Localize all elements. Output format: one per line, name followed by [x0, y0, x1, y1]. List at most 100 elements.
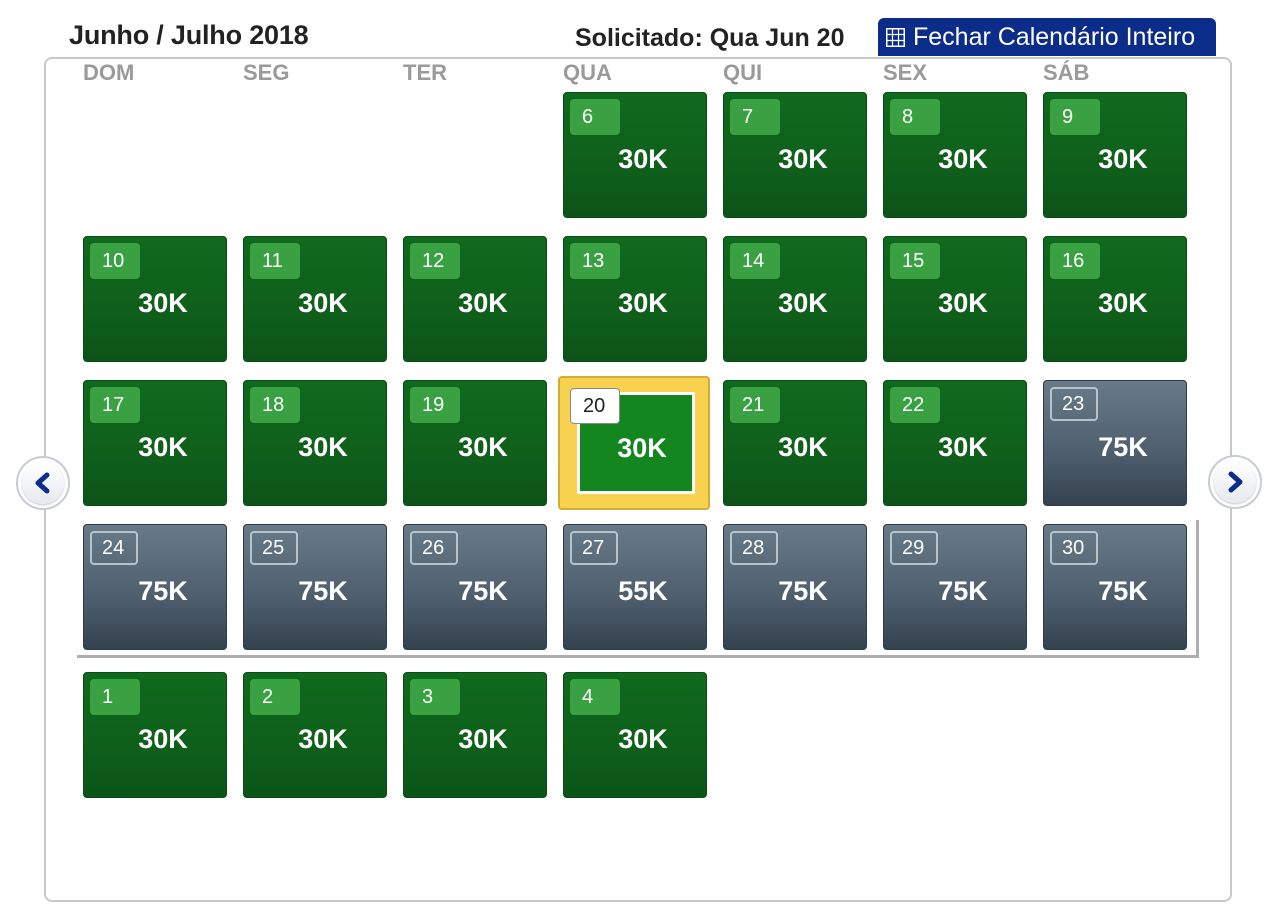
day-cell[interactable]: 25 75K: [243, 524, 387, 650]
day-number: 2: [250, 679, 300, 715]
day-cell[interactable]: 6 30K: [563, 92, 707, 218]
day-number: 6: [570, 99, 620, 135]
day-number: 12: [410, 243, 460, 279]
day-cell[interactable]: 11 30K: [243, 236, 387, 362]
day-cell[interactable]: 29 75K: [883, 524, 1027, 650]
day-price: 30K: [618, 288, 668, 318]
day-price: 30K: [618, 724, 668, 754]
day-price: 30K: [458, 432, 508, 462]
day-cell[interactable]: 18 30K: [243, 380, 387, 506]
day-price: 30K: [778, 432, 828, 462]
day-number: 13: [570, 243, 620, 279]
day-number: 30: [1050, 531, 1098, 565]
day-number: 3: [410, 679, 460, 715]
day-number: 25: [250, 531, 298, 565]
day-price: 30K: [298, 724, 348, 754]
weekday-3: TER: [403, 60, 447, 85]
day-cell[interactable]: 16 30K: [1043, 236, 1187, 362]
day-price: 30K: [778, 144, 828, 174]
day-price: 75K: [298, 576, 348, 606]
day-cell[interactable]: 27 55K: [563, 524, 707, 650]
day-number: 21: [730, 387, 780, 423]
day-number: 15: [890, 243, 940, 279]
day-cell[interactable]: 4 30K: [563, 672, 707, 798]
day-price: 75K: [1098, 576, 1148, 606]
day-cell[interactable]: 12 30K: [403, 236, 547, 362]
month-title: Junho / Julho 2018: [69, 20, 309, 50]
day-price: 55K: [618, 576, 668, 606]
day-number: 28: [730, 531, 778, 565]
next-button[interactable]: [1208, 455, 1262, 509]
day-cell[interactable]: 15 30K: [883, 236, 1027, 362]
day-cell[interactable]: 7 30K: [723, 92, 867, 218]
day-cell[interactable]: 30 75K: [1043, 524, 1187, 650]
day-price: 30K: [138, 432, 188, 462]
weekday-2: SEG: [243, 60, 290, 85]
day-price: 30K: [138, 288, 188, 318]
day-number: 27: [570, 531, 618, 565]
day-price: 75K: [138, 576, 188, 606]
day-cell[interactable]: 19 30K: [403, 380, 547, 506]
close-full-calendar-label: Fechar Calendário Inteiro: [913, 22, 1196, 51]
grid-icon: [886, 27, 905, 47]
day-number: 4: [570, 679, 620, 715]
day-cell[interactable]: 28 75K: [723, 524, 867, 650]
day-cell[interactable]: 20 30K: [558, 376, 710, 510]
day-price: 30K: [938, 288, 988, 318]
day-number: 9: [1050, 99, 1100, 135]
day-price: 30K: [1098, 288, 1148, 318]
day-cell[interactable]: 23 75K: [1043, 380, 1187, 506]
previous-button[interactable]: [16, 456, 70, 510]
weekday-6: SEX: [883, 60, 928, 85]
day-price: 75K: [1098, 432, 1148, 462]
day-price: 30K: [617, 433, 667, 463]
day-cell[interactable]: 22 30K: [883, 380, 1027, 506]
day-price: 75K: [938, 576, 988, 606]
day-cell[interactable]: 3 30K: [403, 672, 547, 798]
day-cell[interactable]: 26 75K: [403, 524, 547, 650]
month-boundary-bracket: [77, 520, 1199, 658]
day-number: 1: [90, 679, 140, 715]
day-cell[interactable]: 24 75K: [83, 524, 227, 650]
day-cell[interactable]: 13 30K: [563, 236, 707, 362]
day-number: 7: [730, 99, 780, 135]
day-price: 75K: [458, 576, 508, 606]
weekday-7: SÁB: [1043, 60, 1090, 85]
day-cell[interactable]: 1 30K: [83, 672, 227, 798]
day-number: 14: [730, 243, 780, 279]
weekday-1: DOM: [83, 60, 135, 85]
day-number: 20: [570, 388, 620, 424]
day-number: 19: [410, 387, 460, 423]
day-price: 30K: [458, 724, 508, 754]
day-price: 30K: [138, 724, 188, 754]
day-number: 24: [90, 531, 138, 565]
day-price: 30K: [618, 144, 668, 174]
day-cell[interactable]: 17 30K: [83, 380, 227, 506]
day-number: 26: [410, 531, 458, 565]
day-number: 17: [90, 387, 140, 423]
day-number: 29: [890, 531, 938, 565]
day-price: 30K: [938, 144, 988, 174]
day-number: 23: [1050, 387, 1098, 421]
day-cell[interactable]: 21 30K: [723, 380, 867, 506]
day-cell[interactable]: 10 30K: [83, 236, 227, 362]
day-cell[interactable]: 14 30K: [723, 236, 867, 362]
day-price: 30K: [938, 432, 988, 462]
day-number: 18: [250, 387, 300, 423]
day-price: 30K: [1098, 144, 1148, 174]
requested-date: Solicitado: Qua Jun 20: [575, 24, 845, 52]
day-cell[interactable]: 8 30K: [883, 92, 1027, 218]
day-number: 22: [890, 387, 940, 423]
chevron-left-icon: [35, 472, 50, 494]
day-price: 75K: [778, 576, 828, 606]
day-number: 16: [1050, 243, 1100, 279]
day-price: 30K: [298, 432, 348, 462]
day-number: 10: [90, 243, 140, 279]
day-cell[interactable]: 9 30K: [1043, 92, 1187, 218]
day-cell[interactable]: 2 30K: [243, 672, 387, 798]
day-number: 8: [890, 99, 940, 135]
weekday-5: QUI: [723, 60, 763, 85]
day-number: 11: [250, 243, 300, 279]
close-full-calendar-button[interactable]: Fechar Calendário Inteiro: [878, 18, 1216, 56]
day-price: 30K: [458, 288, 508, 318]
